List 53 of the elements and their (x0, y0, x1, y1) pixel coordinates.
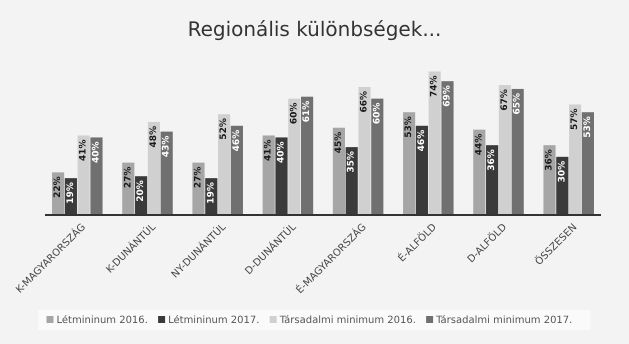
data-label: 40% (276, 141, 286, 163)
chart-title: Regionális különbségek... (188, 17, 442, 41)
data-label: 36% (544, 149, 555, 171)
legend-label: Létmininum 2017. (168, 315, 260, 326)
data-label: 44% (474, 134, 484, 156)
data-label: 45% (334, 132, 344, 154)
data-label: 40% (91, 141, 102, 163)
bar (262, 135, 275, 215)
data-label: 67% (500, 89, 510, 111)
bar (441, 81, 454, 215)
legend-label: Társadalmi minimum 2016. (278, 315, 416, 326)
data-label: 60% (372, 102, 382, 124)
data-label: 46% (416, 130, 427, 152)
bar (403, 112, 416, 215)
data-label: 20% (136, 180, 146, 202)
data-label: 53% (582, 116, 593, 138)
data-label: 36% (487, 149, 498, 171)
data-label: 60% (289, 102, 300, 124)
data-label: 66% (360, 90, 370, 113)
data-label: 19% (66, 182, 76, 204)
bar (301, 96, 314, 215)
bar (218, 114, 230, 215)
bar (498, 85, 511, 215)
data-label: 48% (148, 126, 159, 148)
data-label: 52% (219, 118, 230, 140)
data-label: 41% (264, 139, 274, 162)
data-label: 27% (123, 166, 134, 188)
data-label: 30% (557, 160, 568, 182)
data-label: 41% (78, 139, 89, 162)
data-label: 57% (570, 108, 580, 130)
bar (473, 130, 486, 215)
bar (288, 98, 300, 215)
data-label: 43% (162, 136, 172, 158)
data-label: 61% (302, 100, 312, 122)
data-label: 35% (346, 151, 357, 173)
data-label: 69% (442, 85, 452, 107)
bar (512, 88, 524, 215)
data-label: 65% (512, 92, 523, 114)
data-label: 53% (404, 116, 414, 138)
bar (371, 98, 384, 215)
data-label: 74% (430, 75, 440, 98)
data-label: 46% (232, 130, 242, 152)
data-label: 27% (194, 166, 204, 188)
bar (582, 112, 594, 215)
bar (569, 104, 582, 215)
data-label: 19% (206, 182, 216, 204)
bar (358, 86, 371, 215)
data-label: 22% (53, 176, 64, 198)
legend-label: Társadalmi minimum 2017. (435, 315, 572, 326)
legend-label: Létmininum 2016. (56, 315, 148, 326)
bar (428, 71, 441, 215)
bar (160, 132, 173, 215)
bar (78, 135, 90, 215)
